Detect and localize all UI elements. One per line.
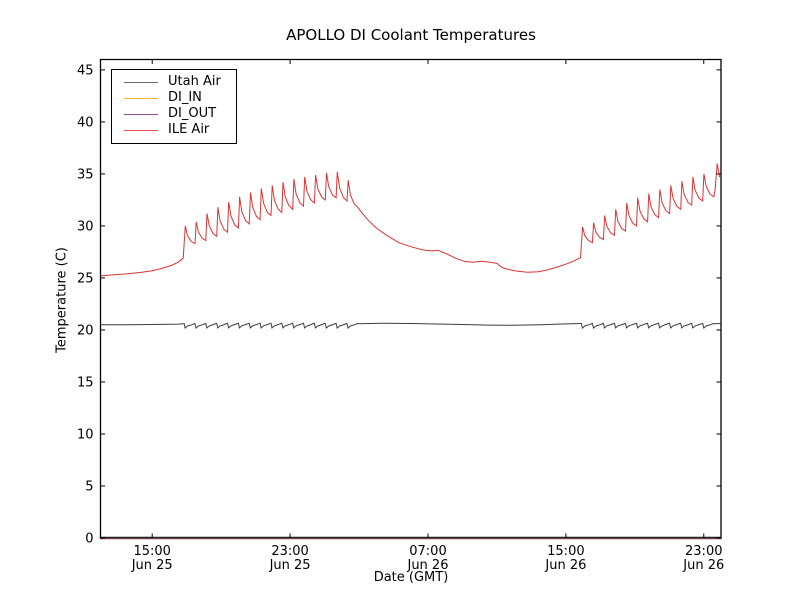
x-tick-label-time: 15:00: [133, 544, 170, 559]
x-tick-label-date: Jun 25: [131, 558, 173, 573]
legend-line-sample-di-out: [124, 113, 158, 115]
y-tick-label: 35: [77, 167, 94, 182]
legend-item-utah-air: Utah Air: [118, 74, 230, 90]
legend-line-sample-ile-air: [124, 129, 158, 131]
y-tick-label: 10: [77, 427, 94, 442]
y-tick-label: 20: [77, 323, 94, 338]
x-tick-label-date: Jun 26: [406, 558, 448, 573]
legend-line-sample-utah-air: [124, 81, 158, 83]
series-line-utah-air: [100, 322, 721, 330]
y-tick-label: 30: [77, 219, 94, 234]
legend: Utah Air DI_IN DI_OUT ILE Air: [111, 69, 237, 144]
legend-label-ile-air: ILE Air: [168, 122, 210, 137]
axes-spines: [99, 58, 722, 538]
y-axis-label: Temperature (C): [54, 247, 70, 353]
legend-label-di-in: DI_IN: [168, 90, 202, 105]
y-tick-label: 25: [77, 271, 94, 286]
x-tick-label-date: Jun 26: [544, 558, 586, 573]
x-tick-label-time: 23:00: [685, 544, 722, 559]
y-tick-label: 5: [85, 479, 93, 494]
legend-label-di-out: DI_OUT: [168, 106, 217, 121]
legend-item-di-out: DI_OUT: [118, 106, 230, 122]
x-tick-label-time: 23:00: [271, 544, 308, 559]
x-tick-label-date: Jun 26: [682, 558, 724, 573]
x-tick-label-time: 15:00: [547, 544, 584, 559]
y-tick-label: 0: [85, 532, 93, 547]
legend-item-ile-air: ILE Air: [118, 122, 230, 138]
legend-item-di-in: DI_IN: [118, 90, 230, 106]
y-tick-label: 15: [77, 375, 94, 390]
x-tick-label-time: 07:00: [409, 544, 446, 559]
tick-marks: [100, 59, 721, 539]
y-tick-label: 40: [77, 115, 94, 130]
x-tick-label-date: Jun 25: [269, 558, 311, 573]
y-tick-label: 45: [77, 63, 94, 78]
legend-label-utah-air: Utah Air: [168, 74, 221, 89]
legend-line-sample-di-in: [124, 97, 158, 99]
series-line-ile-air: [100, 163, 721, 277]
chart-title: APOLLO DI Coolant Temperatures: [286, 26, 536, 44]
x-axis-label: Date (GMT): [373, 570, 449, 585]
